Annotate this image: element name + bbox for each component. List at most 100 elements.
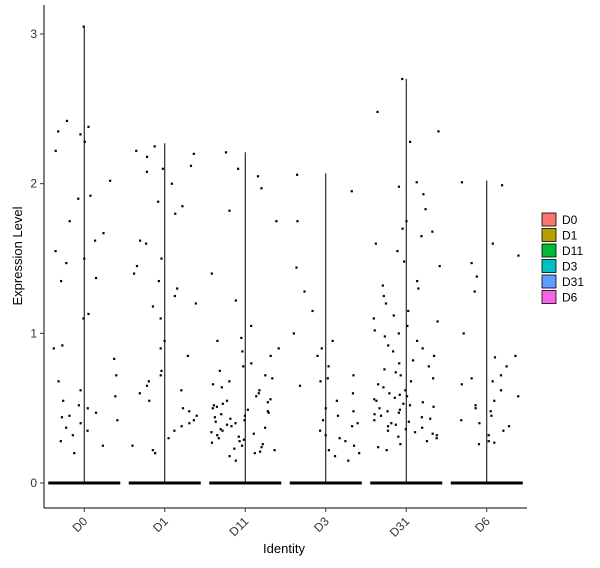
- data-point: [86, 429, 89, 432]
- data-point: [255, 395, 258, 398]
- data-point: [220, 413, 223, 416]
- data-point: [324, 407, 327, 410]
- data-point: [94, 276, 98, 280]
- data-point: [79, 422, 82, 425]
- legend-label-d11: D11: [562, 244, 583, 258]
- data-point: [381, 284, 384, 287]
- data-point: [415, 181, 418, 184]
- data-point: [260, 187, 263, 190]
- data-point: [438, 264, 441, 268]
- data-point: [396, 250, 399, 253]
- data-point: [65, 119, 69, 123]
- data-point: [115, 374, 118, 377]
- data-point: [87, 125, 90, 128]
- data-point: [462, 332, 465, 335]
- zero-band-d3: [289, 481, 362, 485]
- data-point: [144, 242, 148, 245]
- data-point: [394, 371, 397, 374]
- data-point: [89, 194, 92, 197]
- legend-swatch-d3: [541, 259, 557, 273]
- data-point: [154, 452, 157, 455]
- y-tick-label: 0: [30, 476, 37, 490]
- data-point: [491, 242, 494, 245]
- data-point: [397, 332, 400, 335]
- data-point: [260, 446, 263, 449]
- zero-band-d31: [370, 481, 443, 485]
- y-tick-label: 1: [30, 326, 37, 340]
- data-point: [327, 449, 331, 452]
- data-point: [225, 423, 229, 426]
- data-point: [407, 309, 410, 313]
- data-point: [269, 398, 272, 401]
- data-point: [192, 152, 195, 155]
- data-point: [407, 420, 410, 423]
- data-point: [217, 437, 220, 440]
- data-point: [269, 354, 272, 357]
- data-point: [211, 407, 214, 410]
- data-point: [373, 419, 376, 422]
- data-point: [421, 401, 424, 404]
- data-point: [229, 417, 232, 420]
- data-point: [59, 279, 63, 283]
- data-point: [237, 167, 240, 170]
- data-point: [404, 428, 407, 431]
- data-point: [170, 182, 173, 185]
- data-point: [234, 422, 237, 425]
- data-point: [473, 290, 476, 293]
- data-point: [79, 133, 82, 136]
- legend-label-d1: D1: [562, 229, 578, 243]
- data-point: [275, 220, 278, 223]
- data-point: [176, 287, 179, 290]
- data-point: [181, 407, 185, 410]
- data-point: [230, 425, 233, 428]
- data-point: [159, 347, 162, 350]
- data-point: [135, 149, 138, 152]
- data-point: [71, 434, 74, 437]
- data-point: [159, 317, 162, 320]
- data-point: [180, 389, 183, 392]
- data-point: [386, 429, 390, 432]
- data-point: [375, 399, 378, 402]
- data-point: [517, 254, 520, 257]
- data-point: [377, 383, 380, 386]
- data-point: [398, 362, 401, 365]
- data-point: [460, 383, 463, 386]
- data-point: [101, 444, 105, 447]
- data-point: [147, 380, 150, 383]
- data-point: [378, 407, 381, 410]
- data-point: [437, 130, 440, 133]
- data-point: [161, 167, 164, 170]
- data-point: [160, 369, 163, 372]
- data-point: [432, 405, 435, 408]
- data-point: [327, 365, 330, 368]
- data-point: [390, 422, 393, 425]
- data-point: [404, 389, 407, 392]
- data-point: [477, 443, 481, 446]
- data-point: [295, 266, 298, 269]
- data-point: [57, 380, 60, 383]
- data-point: [292, 332, 295, 335]
- data-point: [157, 279, 160, 283]
- data-point: [68, 414, 71, 417]
- data-point: [383, 335, 386, 338]
- data-point: [321, 419, 325, 422]
- data-point: [73, 452, 76, 455]
- data-point: [491, 380, 494, 383]
- data-point: [517, 395, 520, 398]
- data-point: [320, 347, 323, 350]
- data-point: [266, 410, 269, 413]
- data-point: [228, 209, 231, 212]
- data-point: [109, 179, 112, 182]
- data-point: [411, 359, 415, 362]
- data-point: [408, 140, 412, 143]
- data-point: [114, 395, 117, 398]
- data-point: [392, 314, 395, 317]
- data-point: [271, 377, 274, 380]
- data-point: [82, 317, 85, 320]
- zero-band-d6: [450, 481, 523, 485]
- data-point: [298, 384, 302, 387]
- data-point: [266, 401, 269, 404]
- x-axis-title: Identity: [263, 541, 305, 556]
- data-point: [415, 339, 419, 343]
- data-point: [138, 392, 141, 395]
